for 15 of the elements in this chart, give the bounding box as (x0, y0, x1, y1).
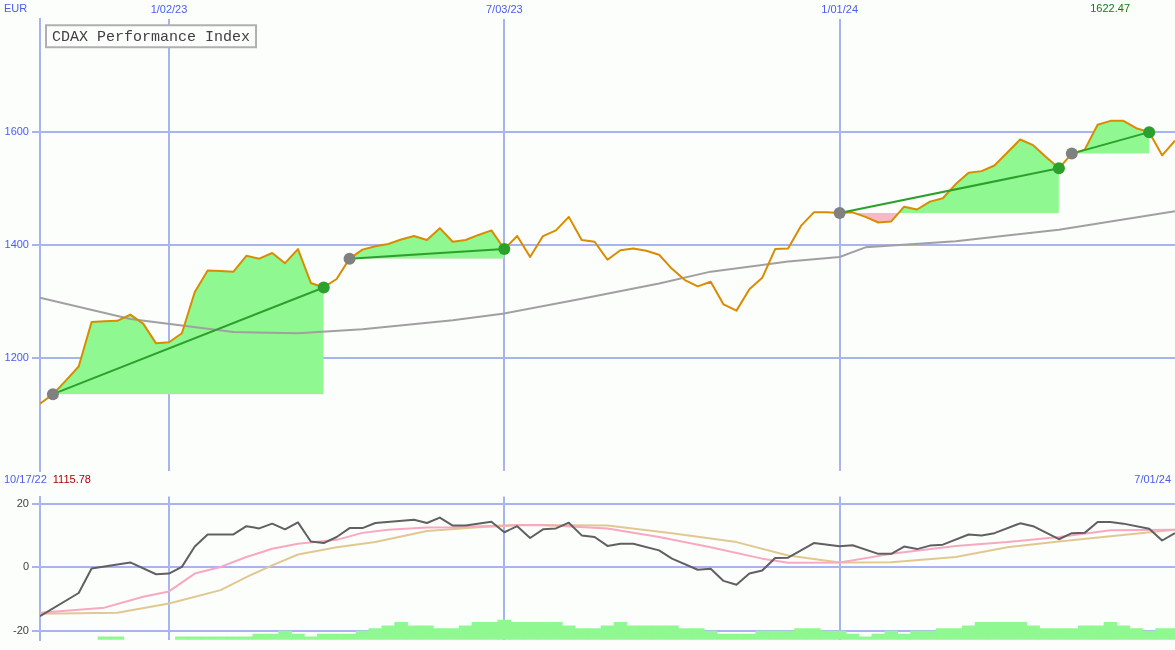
y-tick-label: 1600 (4, 125, 29, 138)
x-tick-label: 1/01/24 (821, 2, 859, 15)
y-tick-label: 1400 (4, 238, 29, 251)
y-tick-label: 0 (22, 560, 29, 573)
text: CDAX Performance Index (52, 28, 251, 46)
y-tick-label: 20 (16, 496, 29, 509)
y-axis-title: EUR (4, 1, 28, 14)
x-tick-label: 1/02/23 (150, 2, 188, 15)
x-tick-label: 7/03/23 (485, 2, 523, 15)
text: 7/01/24 (1134, 472, 1171, 485)
text: 1622.47 (1090, 1, 1130, 14)
text: 1115.78 (52, 472, 91, 485)
y-tick-label: -20 (13, 623, 29, 636)
text: 10/17/22 (4, 472, 47, 485)
y-tick-label: 1200 (4, 351, 29, 364)
